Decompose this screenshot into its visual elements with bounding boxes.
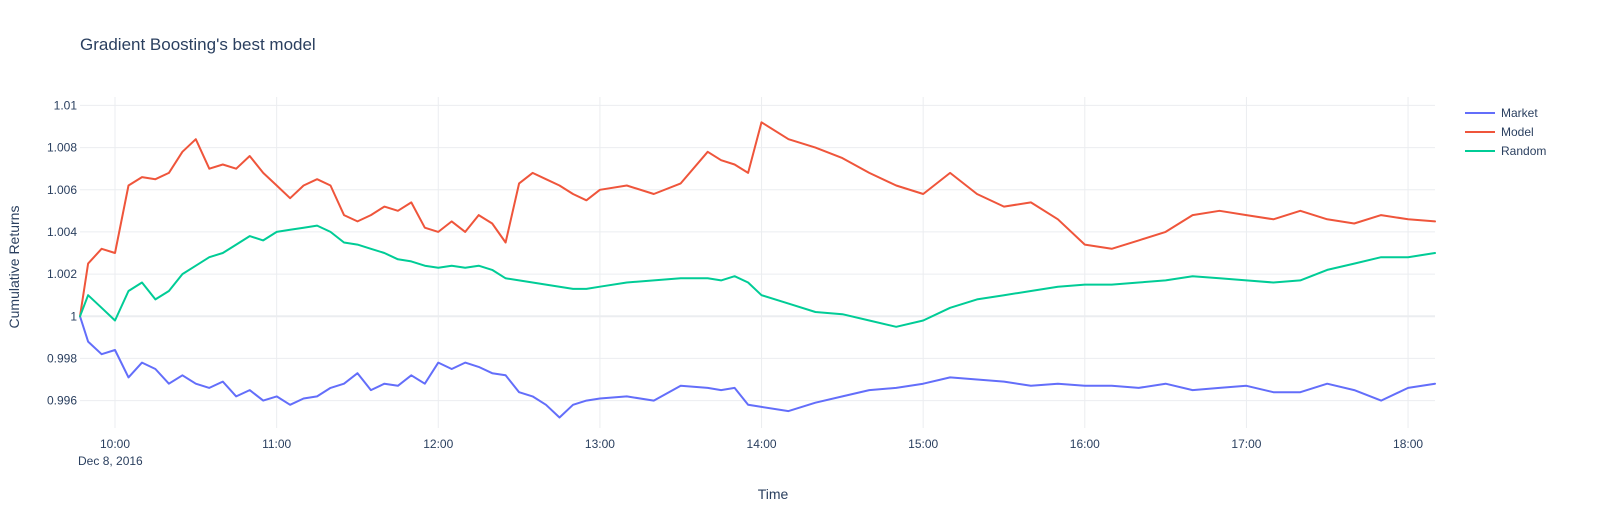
x-tick-label: 17:00 <box>1231 437 1261 451</box>
x-axis-title: Time <box>758 486 789 502</box>
legend: Market Model Random <box>1465 106 1546 158</box>
y-tick-label: 0.996 <box>47 394 77 408</box>
x-tick-label: 12:00 <box>423 437 453 451</box>
legend-label-random[interactable]: Random <box>1501 144 1546 158</box>
x-tick-label: 16:00 <box>1070 437 1100 451</box>
series-line-market <box>79 315 1436 419</box>
series-lines <box>79 121 1436 419</box>
legend-label-model[interactable]: Model <box>1501 125 1534 139</box>
y-tick-label: 1.01 <box>54 98 78 112</box>
y-tick-label: 1.008 <box>47 141 77 155</box>
chart-title: Gradient Boosting's best model <box>80 35 316 54</box>
y-tick-label: 1.004 <box>47 225 77 239</box>
gridlines <box>80 97 1435 428</box>
y-tick-label: 1.002 <box>47 267 77 281</box>
x-tick-label: 11:00 <box>262 437 291 451</box>
y-tick-label: 1.006 <box>47 183 77 197</box>
x-tick-date-label: Dec 8, 2016 <box>78 454 143 468</box>
x-tick-label: 10:00 <box>100 437 130 451</box>
series-line-model <box>79 121 1436 318</box>
x-tick-label: 14:00 <box>747 437 777 451</box>
x-tick-label: 15:00 <box>908 437 938 451</box>
series-line-random <box>79 224 1436 328</box>
y-axis-title: Cumulative Returns <box>6 206 22 329</box>
x-tick-label: 13:00 <box>585 437 615 451</box>
y-tick-label: 1 <box>70 309 77 323</box>
x-tick-label: 18:00 <box>1393 437 1423 451</box>
y-tick-label: 0.998 <box>47 351 77 365</box>
legend-label-market[interactable]: Market <box>1501 106 1538 120</box>
tick-labels: 0.996 0.998 1 1.002 1.004 1.006 1.008 1.01 10:00… <box>47 98 1423 468</box>
